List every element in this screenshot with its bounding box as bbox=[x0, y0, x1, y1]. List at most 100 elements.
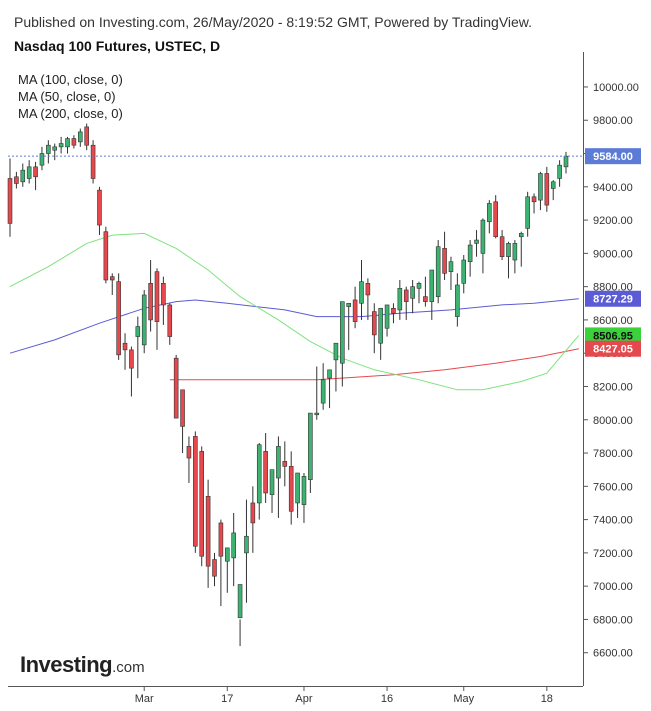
candle bbox=[320, 363, 326, 410]
candle-body bbox=[218, 522, 224, 557]
candle-body bbox=[109, 276, 115, 281]
candle bbox=[122, 333, 128, 370]
candle-body bbox=[103, 231, 109, 281]
candle-body bbox=[448, 261, 454, 272]
candle-body bbox=[378, 307, 383, 344]
candle bbox=[365, 278, 371, 320]
candle-body bbox=[78, 131, 83, 143]
candle bbox=[487, 200, 492, 234]
candle-body bbox=[301, 476, 307, 505]
candle bbox=[205, 479, 211, 588]
candle bbox=[403, 286, 409, 320]
candle bbox=[531, 193, 537, 214]
candle-body bbox=[429, 269, 435, 302]
candle bbox=[199, 446, 205, 567]
investing-logo: Investing.com bbox=[20, 652, 145, 677]
candle-body bbox=[506, 243, 511, 257]
y-tick-label: 8800.00 bbox=[593, 282, 633, 294]
candle-body bbox=[423, 296, 428, 302]
y-tick-label: 7000.00 bbox=[593, 581, 633, 593]
ma200-label-text: 8427.05 bbox=[593, 344, 633, 356]
price-labels: 9584.00 8727.29 8506.95 8427.05 bbox=[585, 148, 641, 357]
candle-body bbox=[135, 326, 141, 337]
candle bbox=[269, 469, 275, 513]
candle-body bbox=[173, 357, 179, 419]
candle bbox=[244, 499, 249, 603]
candle-body bbox=[346, 302, 351, 307]
candle-body bbox=[416, 283, 422, 289]
candle bbox=[455, 273, 460, 327]
candle bbox=[231, 512, 236, 587]
candle bbox=[480, 218, 486, 274]
candle-body bbox=[333, 342, 339, 361]
candle bbox=[333, 342, 339, 392]
candle bbox=[340, 301, 345, 387]
candle-body bbox=[371, 311, 377, 336]
legend-ma50: MA (50, close, 0) bbox=[18, 89, 116, 104]
candle-body bbox=[493, 201, 498, 238]
candle bbox=[384, 304, 390, 337]
candle bbox=[58, 136, 64, 154]
candle-body bbox=[193, 436, 198, 547]
candle-body bbox=[212, 559, 217, 577]
candle bbox=[467, 240, 473, 277]
candle bbox=[435, 240, 441, 304]
moving-average-lines bbox=[9, 232, 580, 391]
candle-body bbox=[129, 349, 134, 369]
x-tick-label: Apr bbox=[295, 693, 312, 705]
candle bbox=[167, 303, 173, 345]
candle-body bbox=[199, 451, 205, 557]
ma100-label-box bbox=[585, 290, 641, 307]
candle-body bbox=[538, 173, 543, 201]
candle-body bbox=[397, 288, 403, 311]
candle bbox=[359, 260, 364, 320]
candle bbox=[129, 346, 134, 397]
candle bbox=[161, 276, 166, 325]
candle-body bbox=[320, 379, 326, 404]
candle-body bbox=[314, 412, 320, 416]
x-tick-label: May bbox=[453, 693, 474, 705]
candle-body bbox=[391, 307, 396, 314]
last-price-label-text: 9584.00 bbox=[593, 151, 633, 163]
candle-body bbox=[244, 535, 249, 554]
candle-body bbox=[442, 248, 447, 274]
candle-body bbox=[180, 389, 185, 427]
candle bbox=[423, 276, 428, 307]
candle-body bbox=[461, 259, 467, 284]
candle-body bbox=[65, 138, 70, 148]
y-tick-label: 9800.00 bbox=[593, 115, 633, 127]
candle-body bbox=[26, 166, 32, 179]
candle-body bbox=[250, 502, 256, 524]
candle bbox=[97, 186, 102, 236]
candle bbox=[371, 303, 377, 354]
candle-body bbox=[33, 166, 38, 178]
candle bbox=[442, 231, 447, 280]
candle-body bbox=[410, 286, 415, 299]
x-tick-label: Mar bbox=[135, 693, 154, 705]
last-price-label-box bbox=[585, 148, 641, 165]
candle bbox=[212, 552, 217, 587]
candle-body bbox=[512, 243, 518, 261]
ma100-line bbox=[9, 298, 579, 354]
candle bbox=[557, 160, 562, 187]
candle-body bbox=[141, 294, 147, 346]
candle-body bbox=[467, 244, 473, 262]
candle-body bbox=[237, 584, 243, 619]
candle bbox=[116, 273, 121, 360]
ma100-label: 8727.29 bbox=[585, 290, 641, 307]
x-tick-label: 17 bbox=[221, 693, 233, 705]
candle-body bbox=[52, 146, 58, 151]
candle-body bbox=[474, 239, 479, 244]
candle-body bbox=[308, 412, 313, 480]
candle-body bbox=[557, 164, 562, 179]
candle-body bbox=[167, 304, 173, 337]
candle-body bbox=[161, 283, 166, 306]
candle bbox=[506, 241, 511, 279]
y-tick-label: 6600.00 bbox=[593, 648, 633, 660]
candle-body bbox=[282, 461, 288, 467]
candle-body bbox=[269, 469, 275, 495]
candle bbox=[218, 519, 224, 607]
candle-body bbox=[340, 301, 345, 364]
candle bbox=[65, 136, 70, 154]
candle bbox=[141, 289, 147, 354]
